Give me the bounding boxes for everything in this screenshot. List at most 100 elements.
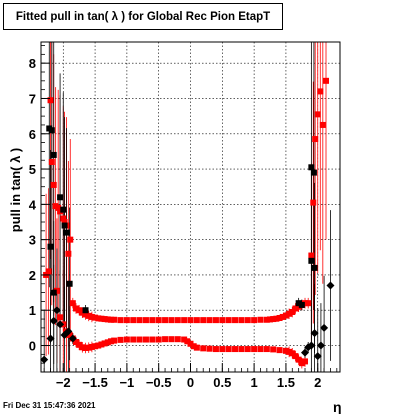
- x-tick-label: 2: [314, 375, 321, 390]
- axis-ticks: [41, 45, 338, 372]
- data-point: [50, 181, 57, 188]
- data-point: [286, 310, 293, 317]
- data-point-diamond: [46, 334, 55, 343]
- data-point: [295, 356, 302, 363]
- data-point: [181, 317, 188, 324]
- chart-title: Fitted pull in tan( λ ) for Global Rec P…: [3, 3, 283, 30]
- data-point: [206, 317, 213, 324]
- y-tick-label: 6: [29, 127, 36, 142]
- data-point: [79, 309, 86, 316]
- data-point-diamond: [326, 281, 335, 290]
- data-point: [270, 346, 277, 353]
- data-point: [168, 336, 175, 343]
- data-point: [104, 339, 111, 346]
- data-point: [48, 159, 55, 165]
- data-point: [282, 347, 289, 354]
- data-point: [47, 97, 54, 104]
- data-point-diamond: [316, 341, 325, 350]
- data-point: [123, 336, 130, 343]
- data-point: [292, 353, 299, 360]
- x-tick-label: 1: [250, 375, 257, 390]
- data-point: [101, 340, 108, 347]
- data-point-diamond: [64, 327, 73, 336]
- data-point: [225, 317, 232, 324]
- data-point: [193, 317, 200, 324]
- data-point: [57, 194, 64, 201]
- data-point-diamond: [56, 320, 65, 329]
- data-point: [200, 345, 207, 352]
- data-point: [117, 336, 124, 343]
- data-point: [48, 127, 55, 134]
- data-point: [66, 280, 73, 287]
- data-point: [251, 346, 258, 353]
- data-point: [53, 287, 60, 294]
- x-axis-label: η: [333, 399, 342, 414]
- x-tick-label: −1.5: [82, 375, 108, 390]
- data-point: [212, 317, 219, 324]
- data-point: [190, 343, 197, 350]
- data-point: [311, 264, 318, 271]
- data-point: [289, 350, 296, 357]
- y-tick-label: 4: [29, 197, 37, 212]
- y-tick-label: 1: [29, 303, 36, 318]
- data-point: [142, 336, 149, 343]
- data-point: [187, 340, 194, 347]
- data-point: [187, 317, 194, 324]
- data-point: [95, 342, 102, 349]
- data-point: [72, 339, 79, 345]
- x-tick-label: −1: [119, 375, 134, 390]
- data-point: [162, 336, 169, 343]
- data-points: [40, 77, 335, 367]
- data-point-diamond: [310, 329, 319, 338]
- data-point: [136, 336, 143, 343]
- data-point: [76, 307, 83, 314]
- data-point: [60, 206, 67, 213]
- data-point: [50, 289, 57, 296]
- data-point: [149, 317, 156, 324]
- data-point: [282, 312, 289, 319]
- data-point: [251, 317, 258, 324]
- data-point: [184, 338, 191, 345]
- data-point: [155, 336, 162, 343]
- data-point: [298, 360, 305, 367]
- data-point: [263, 346, 270, 353]
- data-point: [123, 317, 130, 324]
- data-point: [98, 341, 105, 348]
- data-point: [232, 317, 239, 324]
- data-point: [92, 314, 99, 321]
- data-point: [60, 215, 67, 222]
- timestamp: Fri Dec 31 15:47:36 2021: [3, 401, 96, 410]
- data-point: [92, 343, 99, 350]
- data-point: [276, 347, 283, 354]
- data-point: [63, 229, 70, 236]
- y-tick-label: 5: [29, 162, 36, 177]
- data-point: [295, 300, 302, 307]
- data-point: [82, 307, 89, 314]
- data-point: [295, 303, 302, 310]
- data-point: [286, 348, 293, 355]
- data-point: [174, 317, 181, 324]
- data-point: [312, 136, 319, 143]
- data-point: [244, 317, 251, 324]
- data-point: [263, 316, 270, 323]
- data-point: [319, 121, 326, 128]
- data-point-diamond: [301, 348, 310, 357]
- y-tick-label: 7: [29, 91, 36, 106]
- data-point: [305, 300, 312, 307]
- data-point: [95, 315, 102, 322]
- data-point: [181, 336, 188, 343]
- data-point: [61, 222, 68, 229]
- data-point: [323, 77, 330, 84]
- data-point-diamond: [49, 316, 58, 325]
- data-point: [219, 346, 226, 353]
- data-point: [130, 336, 137, 343]
- data-point: [298, 301, 305, 308]
- data-point: [85, 312, 92, 319]
- data-point: [219, 317, 226, 324]
- x-tick-label: −0.5: [146, 375, 172, 390]
- data-point: [289, 309, 296, 315]
- data-point: [57, 208, 64, 215]
- data-point: [206, 345, 213, 352]
- data-point: [107, 338, 114, 345]
- y-tick-label: 3: [29, 233, 36, 248]
